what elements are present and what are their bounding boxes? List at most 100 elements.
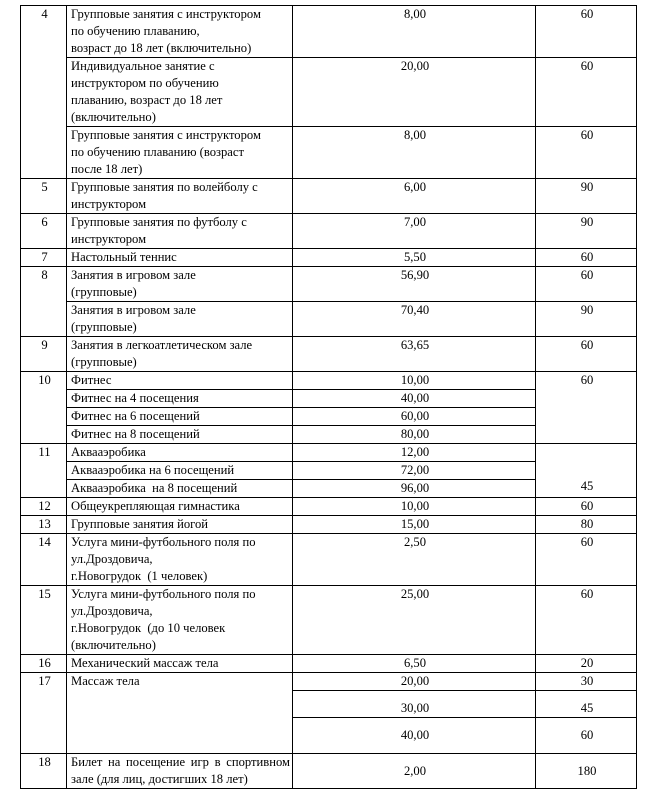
service-price: 20,00 [292,57,536,127]
row-number: 17 [20,672,67,754]
service-duration: 20 [535,654,637,673]
table-row: 8 Занятия в игровом зале (групповые) 56,… [20,266,637,337]
service-name: Фитнес на 8 посещений [66,425,293,444]
service-name: Групповые занятия по футболу с инструкто… [66,213,293,249]
table-row: 16 Механический массаж тела 6,50 20 [20,654,637,673]
service-price: 96,00 [292,479,536,498]
service-duration: 90 [535,213,637,249]
table-row: 5 Групповые занятия по волейболу с инстр… [20,178,637,214]
service-duration: 90 [535,178,637,214]
service-price: 40,00 [292,717,536,754]
table-row: 13 Групповые занятия йогой 15,00 80 [20,515,637,534]
service-duration: 60 [535,266,637,302]
service-name: Аквааэробика на 6 посещений [66,461,293,480]
table-row: 17 Массаж тела 20,00 30 [20,672,637,754]
table-row: Групповые занятия с инструктором по обуч… [21,126,637,179]
service-name: Услуга мини-футбольного поля по ул.Дрозд… [66,533,293,586]
table-row: 7 Настольный теннис 5,50 60 [20,248,637,267]
row-number: 4 [20,5,67,179]
service-name: Групповые занятия йогой [66,515,293,534]
table-row: 12 Общеукрепляющая гимнастика 10,00 60 [20,497,637,516]
row-number: 10 [20,371,67,444]
row-number: 9 [20,336,67,372]
service-name: Групповые занятия с инструктором по обуч… [66,5,293,58]
service-price: 2,00 [292,753,536,789]
service-name: Занятия в игровом зале (групповые) [66,266,293,302]
service-duration: 60 [535,57,637,127]
service-duration: 60 [535,717,637,754]
table-row: 4 Групповые занятия с инструктором по об… [20,5,637,179]
service-price: 15,00 [292,515,536,534]
service-price: 12,00 [292,443,536,462]
table-row: Занятия в игровом зале (групповые) 70,40… [21,301,637,337]
service-duration: 60 [535,336,637,372]
row-number: 5 [20,178,67,214]
table-row: 11 Аквааэробика 12,00 45 [20,443,637,498]
row-number: 14 [20,533,67,586]
table-row: 6 Групповые занятия по футболу с инструк… [20,213,637,249]
table-row: Индивидуальное занятие с инструктором по… [21,57,637,127]
service-duration: 60 [535,533,637,586]
service-duration: 60 [535,497,637,516]
service-name: Аквааэробика на 8 посещений [66,479,293,498]
service-name: Индивидуальное занятие с инструктором по… [66,57,293,127]
service-duration: 60 [535,5,637,58]
row-number: 12 [20,497,67,516]
service-price: 2,50 [292,533,536,586]
table-body: 4 Групповые занятия с инструктором по об… [20,5,637,789]
table-row: Фитнес на 4 посещения 40,00 [21,389,637,408]
service-price: 63,65 [292,336,536,372]
service-price: 80,00 [292,425,536,444]
service-price: 8,00 [292,126,536,179]
row-number: 6 [20,213,67,249]
service-price: 72,00 [292,461,536,480]
row-number: 15 [20,585,67,655]
table-row: 40,00 60 [21,717,637,754]
service-name: Занятия в игровом зале (групповые) [66,301,293,337]
row-number: 13 [20,515,67,534]
service-name: Фитнес [66,371,293,390]
service-name: Занятия в легкоатлетическом зале (группо… [66,336,293,372]
table-row: 18 Билет на посещение игр в спортивном з… [20,753,637,789]
service-price: 30,00 [292,690,536,718]
row-number: 16 [20,654,67,673]
service-name: Общеукрепляющая гимнастика [66,497,293,516]
service-duration: 45 [535,443,637,498]
service-price: 20,00 [292,672,536,691]
service-duration: 180 [535,753,637,789]
service-duration: 60 [535,371,637,444]
service-name: Массаж тела [66,672,293,754]
service-price: 6,50 [292,654,536,673]
row-number: 7 [20,248,67,267]
table-row: 14 Услуга мини-футбольного поля по ул.Др… [20,533,637,586]
service-price: 6,00 [292,178,536,214]
service-duration: 60 [535,126,637,179]
service-name: Услуга мини-футбольного поля по ул.Дрозд… [66,585,293,655]
service-name: Механический массаж тела [66,654,293,673]
service-price: 10,00 [292,497,536,516]
table-row: 9 Занятия в легкоатлетическом зале (груп… [20,336,637,372]
service-price: 70,40 [292,301,536,337]
service-duration: 45 [535,690,637,718]
row-number: 11 [20,443,67,498]
service-name: Групповые занятия по волейболу с инструк… [66,178,293,214]
service-name: Настольный теннис [66,248,293,267]
service-name: Групповые занятия с инструктором по обуч… [66,126,293,179]
table-row: 15 Услуга мини-футбольного поля по ул.Др… [20,585,637,655]
table-row: 10 Фитнес 10,00 60 [20,371,637,444]
service-price: 56,90 [292,266,536,302]
service-name: Фитнес на 6 посещений [66,407,293,426]
table-row: Аквааэробика на 6 посещений 72,00 [21,461,637,480]
service-price: 8,00 [292,5,536,58]
service-name: Билет на посещение игр в спортивном зале… [66,753,293,789]
service-price: 10,00 [292,371,536,390]
service-duration: 60 [535,248,637,267]
service-price: 40,00 [292,389,536,408]
service-price: 5,50 [292,248,536,267]
table-row: 30,00 45 [21,690,637,718]
table-row: Фитнес на 8 посещений 80,00 [21,425,637,444]
service-duration: 30 [535,672,637,691]
service-name: Фитнес на 4 посещения [66,389,293,408]
price-list-table: 4 Групповые занятия с инструктором по об… [20,5,637,789]
